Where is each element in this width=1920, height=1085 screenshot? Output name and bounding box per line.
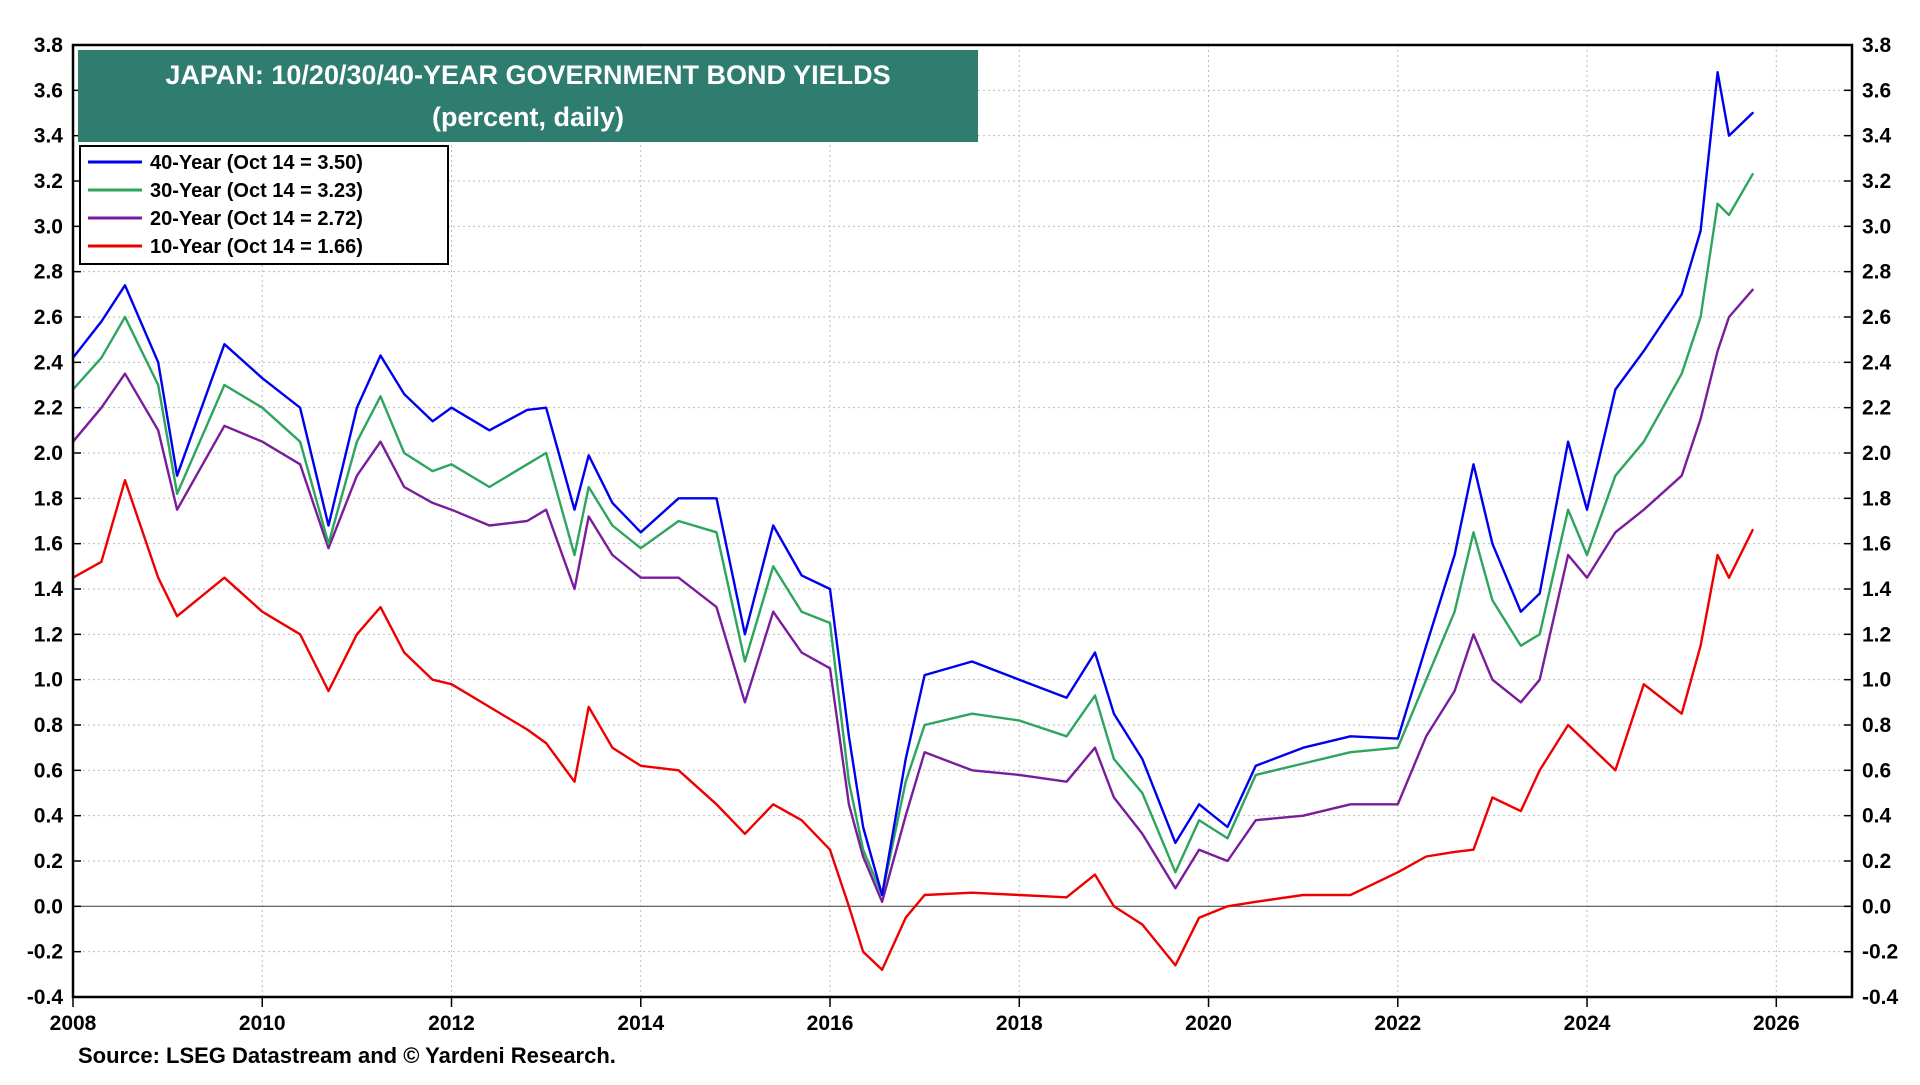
- x-tick-label: 2024: [1564, 1012, 1611, 1035]
- x-tick-label: 2014: [617, 1012, 664, 1035]
- y-tick-label-right: 0.6: [1862, 759, 1891, 782]
- source-note: Source: LSEG Datastream and © Yardeni Re…: [78, 1043, 616, 1068]
- y-tick-label-right: 0.2: [1862, 850, 1891, 873]
- y-tick-label-right: -0.2: [1862, 941, 1898, 964]
- y-tick-label-left: 2.8: [34, 261, 64, 284]
- series-line-2: [71, 288, 1754, 903]
- y-tick-label-left: 3.2: [34, 170, 63, 193]
- y-tick-label-left: 0.0: [34, 895, 63, 918]
- y-tick-label-left: 3.6: [34, 79, 63, 102]
- y-tick-label-left: 1.0: [34, 669, 63, 692]
- y-tick-label-right: 2.0: [1862, 442, 1891, 465]
- plot-frame: [71, 43, 1854, 999]
- right-y-axis: -0.4 -0.2 0.0 0.2 0.4 0.6 0.8 1.0 1.2 1.4 1.6 1.8 2.…: [1844, 34, 1899, 1009]
- y-tick-label-right: 3.4: [1862, 125, 1892, 148]
- chart-title: JAPAN: 10/20/30/40-YEAR GOVERNMENT BOND …: [165, 60, 890, 90]
- y-tick-label-right: 2.2: [1862, 397, 1891, 420]
- y-tick-label-left: 2.0: [34, 442, 63, 465]
- y-tick-label-left: 1.4: [34, 578, 64, 601]
- y-tick-label-left: 0.4: [34, 805, 64, 828]
- series-line-3: [71, 479, 1754, 971]
- y-tick-label-right: 2.6: [1862, 306, 1891, 329]
- legend-box: [79, 145, 449, 265]
- y-tick-label-right: 0.0: [1862, 895, 1891, 918]
- y-tick-label-left: 2.4: [34, 351, 64, 374]
- x-tick-label: 2012: [428, 1012, 475, 1035]
- y-tick-label-right: 0.8: [1862, 714, 1892, 737]
- legend: 40-Year (Oct 14 = 3.50) 30-Year (Oct 14 =…: [79, 145, 449, 265]
- y-tick-label-right: 3.8: [1862, 34, 1892, 57]
- y-tick-label-left: -0.4: [27, 986, 64, 1009]
- y-tick-label-left: 3.8: [34, 34, 64, 57]
- y-tick-label-left: 0.8: [34, 714, 64, 737]
- y-tick-label-right: 2.8: [1862, 261, 1892, 284]
- y-tick-label-right: 2.4: [1862, 351, 1892, 374]
- y-tick-label-left: 0.6: [34, 759, 63, 782]
- series-lines: [71, 70, 1754, 971]
- y-tick-label-right: 1.4: [1862, 578, 1892, 601]
- y-tick-label-left: 1.2: [34, 623, 63, 646]
- x-tick-label: 2016: [807, 1012, 854, 1035]
- left-y-axis: -0.4 -0.2 0.0 0.2 0.4 0.6 0.8 1.0 1.2 1.4 1.6 1.8 2.…: [27, 34, 81, 1009]
- y-tick-label-left: 3.4: [34, 125, 64, 148]
- y-tick-label-left: 0.2: [34, 850, 63, 873]
- x-tick-label: 2022: [1374, 1012, 1421, 1035]
- legend-label: 20-Year (Oct 14 = 2.72): [150, 208, 363, 230]
- x-tick-label: 2018: [996, 1012, 1043, 1035]
- y-tick-label-right: -0.4: [1862, 986, 1899, 1009]
- y-tick-label-right: 0.4: [1862, 805, 1892, 828]
- y-tick-label-right: 1.6: [1862, 533, 1891, 556]
- y-tick-label-right: 1.8: [1862, 487, 1892, 510]
- y-tick-label-left: 1.6: [34, 533, 63, 556]
- x-tick-label: 2026: [1753, 1012, 1800, 1035]
- legend-label: 40-Year (Oct 14 = 3.50): [150, 152, 363, 174]
- legend-label: 10-Year (Oct 14 = 1.66): [150, 236, 363, 258]
- x-tick-label: 2008: [50, 1012, 97, 1035]
- legend-label: 30-Year (Oct 14 = 3.23): [150, 180, 363, 202]
- y-tick-label-left: 3.0: [34, 215, 63, 238]
- series-line-0: [71, 70, 1754, 897]
- title-background: [78, 50, 978, 142]
- title-box: JAPAN: 10/20/30/40-YEAR GOVERNMENT BOND …: [78, 50, 978, 142]
- y-tick-label-right: 3.0: [1862, 215, 1891, 238]
- x-tick-label: 2020: [1185, 1012, 1232, 1035]
- y-tick-label-left: 1.8: [34, 487, 64, 510]
- y-tick-label-right: 1.0: [1862, 669, 1891, 692]
- chart-subtitle: (percent, daily): [432, 102, 624, 132]
- x-axis: 2008 2010 2012 2014 2016 2018 2020 2022 2024 2026: [50, 997, 1800, 1035]
- y-tick-label-left: -0.2: [27, 941, 63, 964]
- y-tick-label-left: 2.6: [34, 306, 63, 329]
- y-tick-label-right: 3.6: [1862, 79, 1891, 102]
- y-tick-label-right: 3.2: [1862, 170, 1891, 193]
- y-tick-label-right: 1.2: [1862, 623, 1891, 646]
- series-line-1: [71, 172, 1754, 897]
- y-tick-label-left: 2.2: [34, 397, 63, 420]
- x-tick-label: 2010: [239, 1012, 286, 1035]
